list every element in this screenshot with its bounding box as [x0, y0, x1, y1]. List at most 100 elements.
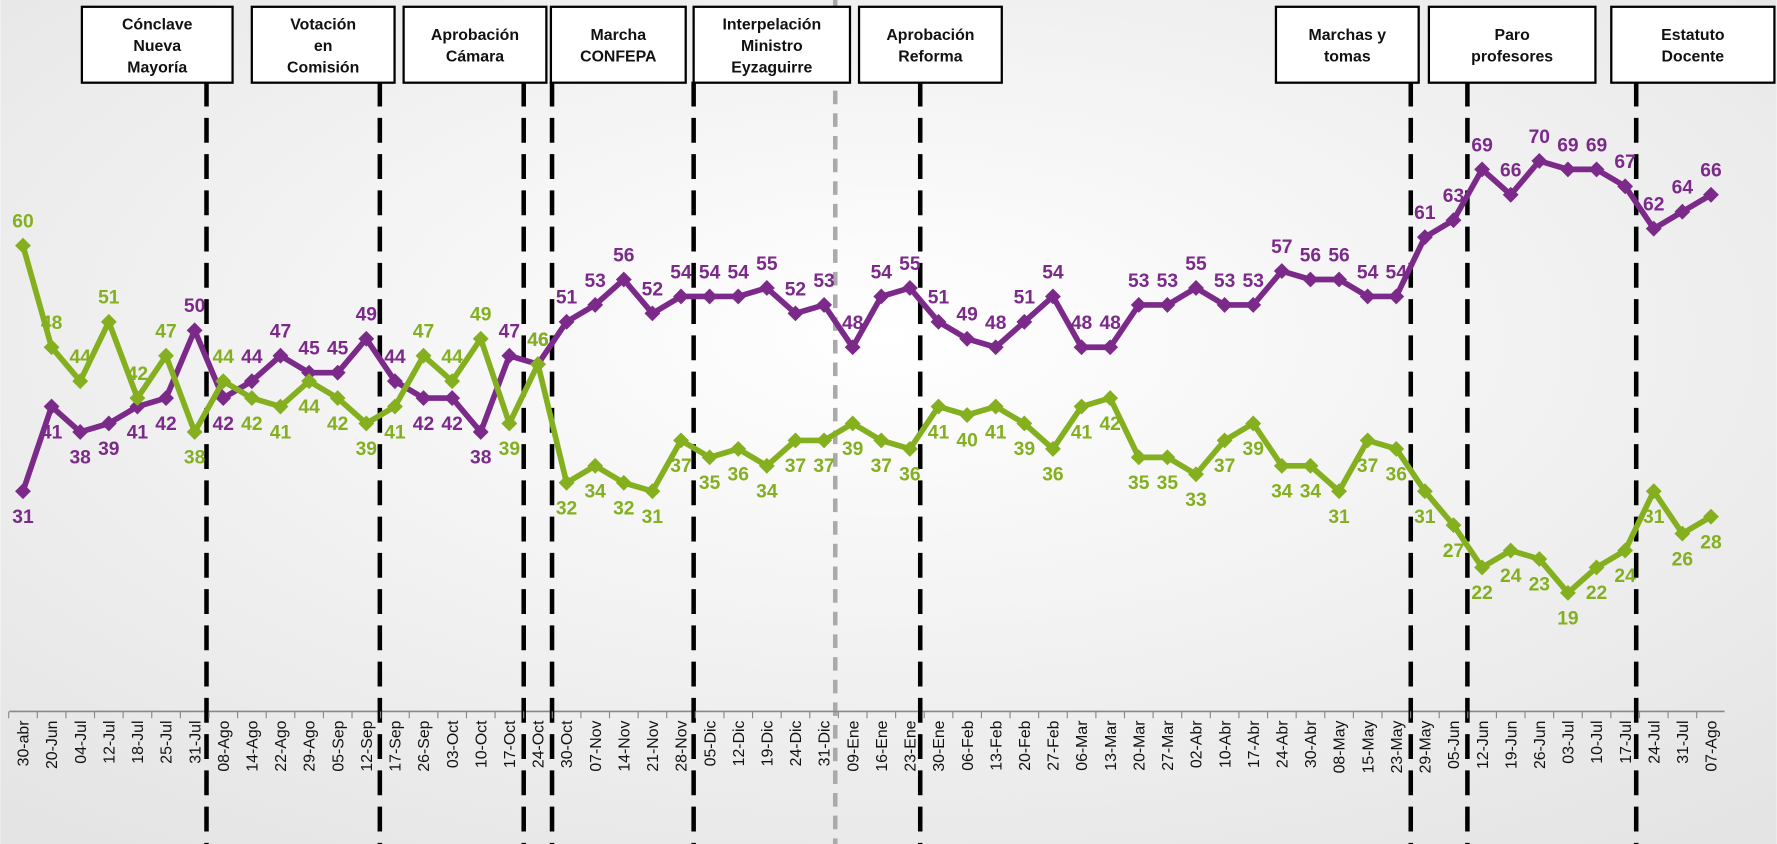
marker: [1359, 288, 1376, 305]
marker: [1617, 542, 1634, 559]
x-tick-label: 20-Feb: [1017, 720, 1034, 770]
event-label: Paro: [1495, 27, 1531, 44]
data-label: 28: [1700, 532, 1722, 553]
event-label: Votación: [290, 16, 356, 33]
marker: [215, 390, 232, 407]
marker: [43, 398, 60, 415]
data-label: 52: [642, 279, 663, 300]
data-label: 66: [1500, 161, 1522, 182]
data-label: 37: [813, 456, 834, 477]
data-label: 55: [756, 254, 778, 275]
marker: [730, 288, 747, 305]
data-label: 41: [928, 422, 950, 443]
marker: [272, 398, 289, 415]
marker: [615, 474, 632, 491]
marker: [1531, 152, 1548, 169]
data-label: 26: [1672, 549, 1694, 570]
data-label: 44: [213, 347, 235, 368]
x-tick-label: 10-Abr: [1217, 720, 1234, 768]
series-line: [20, 244, 1713, 596]
data-label: 47: [155, 322, 176, 343]
x-tick-label: 26-Sep: [416, 720, 433, 771]
data-label: 67: [1614, 152, 1635, 173]
data-label: 56: [613, 245, 635, 266]
x-tick-label: 02-Abr: [1189, 720, 1206, 768]
x-tick-label: 17-Sep: [388, 720, 405, 771]
event-box: [1610, 5, 1776, 84]
x-tick-label: 17-Jul: [1618, 721, 1635, 764]
event-label: CONFEPA: [580, 49, 657, 66]
data-label: 46: [527, 330, 549, 351]
marker: [129, 390, 146, 407]
data-label: 31: [1414, 507, 1436, 528]
data-label: 51: [928, 288, 950, 309]
data-label: 34: [584, 482, 606, 503]
data-label: 48: [985, 313, 1007, 334]
marker: [1159, 449, 1176, 466]
data-label: 37: [785, 456, 806, 477]
data-label: 56: [1300, 245, 1322, 266]
x-tick-label: 23-May: [1389, 720, 1406, 773]
marker: [100, 415, 117, 432]
x-tick-label: 31-Dic: [817, 720, 834, 766]
x-tick-label: 17-Abr: [1246, 720, 1263, 768]
event-label: Estatuto: [1661, 27, 1725, 44]
x-tick-label: 29-May: [1418, 720, 1435, 773]
event-label: Aprobación: [886, 27, 974, 44]
data-label: 53: [1243, 271, 1265, 292]
data-label: 19: [1557, 609, 1578, 630]
event-box: [402, 5, 548, 84]
data-label: 37: [1214, 456, 1235, 477]
x-tick-label: 30-Oct: [559, 720, 576, 768]
data-label: 35: [699, 473, 721, 494]
data-label: 39: [1243, 439, 1264, 460]
data-label: 37: [1357, 456, 1378, 477]
data-label: 41: [270, 422, 292, 443]
event-label: en: [314, 38, 333, 55]
data-label: 32: [613, 498, 634, 519]
x-tick-label: 03-Jul: [1561, 721, 1578, 764]
data-label: 42: [241, 414, 262, 435]
marker: [1045, 288, 1061, 305]
data-label: 64: [1672, 178, 1694, 199]
x-tick-label: 31-Jul: [187, 721, 204, 764]
x-tick-label: 25-Jul: [159, 721, 176, 764]
data-label: 51: [98, 288, 120, 309]
marker: [1474, 161, 1491, 178]
data-label: 42: [441, 414, 462, 435]
marker: [1416, 229, 1433, 246]
data-label: 42: [327, 414, 348, 435]
marker: [1502, 542, 1519, 559]
event-box: [80, 5, 234, 84]
x-tick-label: 05-Jun: [1446, 721, 1463, 770]
data-label: 35: [1157, 473, 1179, 494]
event-label: Cónclave: [122, 16, 193, 33]
data-label: 34: [1271, 482, 1293, 503]
data-label: 22: [1471, 583, 1492, 604]
x-tick-label: 15-May: [1360, 720, 1377, 773]
data-label: 69: [1586, 135, 1607, 156]
marker: [587, 296, 604, 313]
data-label: 50: [184, 296, 205, 317]
data-label: 48: [41, 313, 63, 334]
x-tick-label: 24-Oct: [531, 720, 548, 768]
data-label: 36: [899, 465, 921, 486]
data-label: 47: [270, 322, 291, 343]
event-label: Cámara: [446, 49, 504, 66]
marker: [15, 237, 31, 254]
data-label: 36: [1386, 465, 1408, 486]
x-tick-label: 26-Jun: [1532, 721, 1549, 770]
data-label: 44: [298, 397, 320, 418]
event-label: Interpelación: [722, 16, 821, 33]
data-label: 24: [1614, 566, 1636, 587]
marker: [129, 398, 146, 415]
x-tick-label: 05-Sep: [330, 720, 347, 771]
marker: [873, 288, 890, 305]
data-label: 46: [527, 330, 549, 351]
x-tick-label: 29-Ago: [302, 720, 319, 771]
marker: [72, 424, 89, 440]
data-label: 63: [1443, 186, 1465, 207]
data-label: 49: [356, 305, 377, 326]
marker: [1273, 457, 1290, 474]
